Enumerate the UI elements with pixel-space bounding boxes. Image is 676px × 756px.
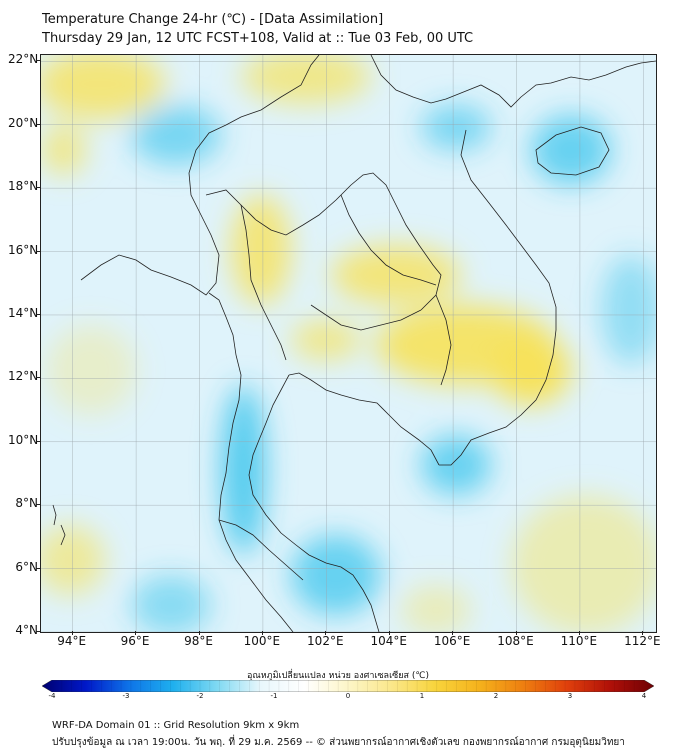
lat-tick-mark bbox=[36, 377, 40, 379]
lon-tick-mark bbox=[325, 631, 327, 635]
lat-tick-label: 16°N bbox=[8, 242, 39, 257]
cooling-region-18 bbox=[131, 575, 211, 632]
lat-tick-mark bbox=[36, 250, 40, 252]
lon-tick-mark bbox=[261, 631, 263, 635]
cooling-region-4 bbox=[421, 105, 491, 150]
map-canvas bbox=[41, 55, 656, 632]
lat-tick-mark bbox=[36, 504, 40, 506]
lat-tick-label: 12°N bbox=[8, 369, 39, 384]
lon-tick-mark bbox=[388, 631, 390, 635]
lon-tick-mark bbox=[198, 631, 200, 635]
lat-tick-mark bbox=[36, 187, 40, 189]
lon-tick-label: 112°E bbox=[624, 634, 661, 648]
lat-tick-mark bbox=[36, 440, 40, 442]
colorbar-tick-label: 1 bbox=[419, 692, 425, 700]
warming-region-6 bbox=[231, 195, 291, 305]
lat-tick-mark bbox=[36, 123, 40, 125]
lat-tick-mark bbox=[36, 60, 40, 62]
colorbar bbox=[42, 680, 654, 692]
warming-region-1 bbox=[241, 55, 371, 104]
lon-tick-label: 104°E bbox=[370, 634, 407, 648]
lon-tick-label: 110°E bbox=[560, 634, 598, 648]
colorbar-tick-label: 3 bbox=[567, 692, 573, 700]
map-subtitle: Thursday 29 Jan, 12 UTC FCST+108, Valid … bbox=[42, 31, 474, 46]
colorbar-label: อุณหภูมิเปลี่ยนแปลง หน่วย องศาเซลเซียส (… bbox=[246, 671, 430, 681]
lon-tick-label: 100°E bbox=[243, 634, 281, 648]
warming-region-15 bbox=[511, 495, 656, 632]
warming-region-16 bbox=[46, 325, 136, 415]
lat-tick-label: 4°N bbox=[15, 623, 38, 637]
lon-tick-mark bbox=[71, 631, 73, 635]
lat-tick-mark bbox=[36, 313, 40, 315]
warming-region-10 bbox=[291, 320, 361, 360]
lon-tick-label: 96°E bbox=[120, 634, 150, 648]
lat-tick-label: 14°N bbox=[8, 305, 39, 320]
warming-region-19 bbox=[401, 585, 471, 632]
lon-tick-mark bbox=[135, 631, 137, 635]
colorbar-tick-label: -1 bbox=[270, 692, 278, 700]
lon-tick-mark bbox=[642, 631, 644, 635]
cooling-region-3 bbox=[131, 105, 221, 165]
lat-tick-label: 6°N bbox=[15, 559, 38, 574]
warming-region-14 bbox=[41, 525, 105, 595]
footer-model-info: WRF-DA Domain 01 :: Grid Resolution 9km … bbox=[52, 720, 300, 731]
warming-region-2 bbox=[41, 125, 86, 175]
lat-tick-label: 18°N bbox=[8, 179, 39, 194]
lon-tick-label: 108°E bbox=[497, 634, 534, 648]
lon-tick-label: 94°E bbox=[57, 634, 87, 648]
cooling-region-13 bbox=[291, 535, 381, 615]
colorbar-tick-label: -3 bbox=[122, 692, 130, 700]
colorbar-tick-label: -4 bbox=[48, 692, 56, 700]
lon-tick-label: 98°E bbox=[184, 634, 213, 648]
lon-tick-mark bbox=[515, 631, 517, 635]
lat-tick-label: 8°N bbox=[15, 496, 38, 511]
lat-tick-label: 20°N bbox=[8, 115, 39, 130]
cooling-region-17 bbox=[601, 255, 656, 365]
lon-tick-mark bbox=[578, 631, 580, 635]
cooling-region-12 bbox=[421, 435, 491, 495]
lon-tick-mark bbox=[452, 631, 454, 635]
colorbar-tick-label: 0 bbox=[345, 692, 351, 700]
lon-tick-label: 106°E bbox=[433, 634, 471, 648]
lon-tick-label: 102°E bbox=[307, 634, 344, 648]
lat-lon-grid bbox=[41, 55, 656, 632]
lat-tick-mark bbox=[36, 567, 40, 569]
map-panel[interactable] bbox=[40, 54, 657, 633]
lat-tick-label: 22°N bbox=[8, 52, 39, 67]
coastlines bbox=[52, 55, 656, 632]
colorbar-tick-label: -2 bbox=[196, 692, 204, 700]
cooling-region-5 bbox=[531, 115, 611, 185]
map-title: Temperature Change 24-hr (℃) - [Data Ass… bbox=[42, 12, 384, 27]
colorbar-ramp bbox=[42, 680, 654, 692]
footer-update-info: ปรับปรุงข้อมูล ณ เวลา 19:00น. วัน พฤ. ที… bbox=[52, 737, 625, 748]
lat-tick-label: 10°N bbox=[8, 432, 39, 447]
temperature-field bbox=[41, 55, 656, 632]
lat-tick-mark bbox=[36, 631, 40, 632]
colorbar-tick-label: 4 bbox=[641, 692, 647, 700]
colorbar-tick-label: 2 bbox=[493, 692, 499, 700]
warming-region-9 bbox=[491, 335, 571, 405]
warming-region-7 bbox=[331, 245, 461, 305]
warming-region-0 bbox=[41, 55, 165, 119]
